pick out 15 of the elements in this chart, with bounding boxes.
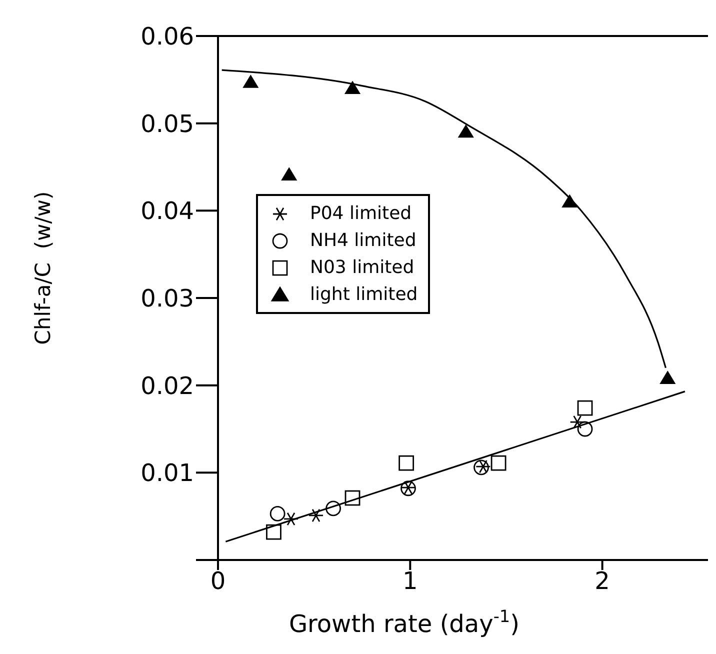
legend-label: P04 limited [310,203,412,224]
x-tick-label: 1 [402,567,418,596]
legend-label: light limited [310,284,418,305]
y-tick-label: 0.02 [140,372,194,400]
y-tick-label: 0.03 [140,284,194,313]
x-tick-label: 0 [210,567,226,596]
legend-label: N03 limited [310,257,414,278]
y-axis-title: Chlf-a/C (w/w) [31,191,55,345]
y-tick-label: 0.04 [140,197,194,226]
y-tick-label: 0.05 [140,110,194,138]
x-axis-title: Growth rate (day$^{-1}$) [288,606,520,638]
y-tick-label: 0.06 [140,22,194,51]
y-tick-label: 0.01 [140,459,194,488]
x-tick-label: 2 [594,567,610,596]
legend-label: NH4 limited [310,230,416,251]
